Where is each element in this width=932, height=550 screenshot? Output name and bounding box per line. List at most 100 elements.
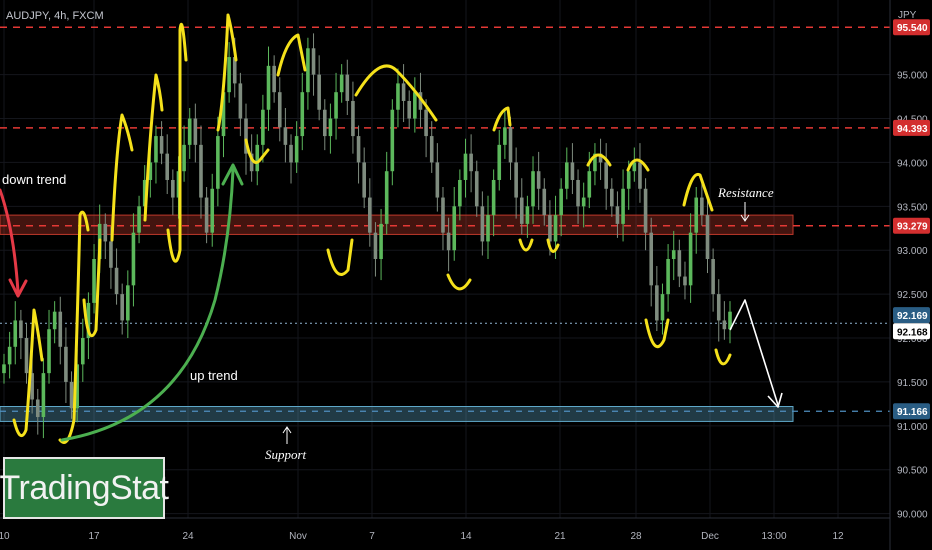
- highlight-stroke: [143, 73, 164, 222]
- highlight-stroke: [446, 273, 472, 291]
- price-tag-label: 94.393: [897, 124, 928, 135]
- candle-body: [232, 57, 237, 84]
- price-tick-label: 93.000: [897, 246, 928, 257]
- price-tag-label: 93.279: [897, 222, 928, 233]
- time-tick-label: 21: [554, 531, 566, 542]
- price-tags: 95.540 94.393 93.279 92.169 92.168 91.166: [893, 19, 930, 420]
- candle-body: [548, 215, 552, 242]
- highlight-stroke: [82, 238, 102, 338]
- candle-body: [345, 74, 350, 101]
- down-trend-arrow: [0, 188, 20, 294]
- time-tick-label: 7: [369, 531, 375, 542]
- candle-body: [356, 136, 361, 163]
- candle-body: [171, 179, 175, 198]
- price-tick-label: 92.500: [897, 290, 928, 301]
- candle-body: [711, 259, 715, 295]
- candle-body: [24, 338, 29, 374]
- candle-body: [683, 276, 687, 286]
- time-tick-label: Dec: [701, 531, 719, 542]
- candle-body: [519, 197, 524, 224]
- candle-body: [610, 188, 614, 207]
- candle-body: [289, 144, 293, 163]
- projection-arrow: [729, 299, 779, 406]
- candle-body: [728, 311, 732, 330]
- highlight-stroke: [354, 64, 438, 122]
- candles: [2, 33, 732, 439]
- candle-body: [266, 65, 271, 110]
- annotation-down-trend: down trend: [2, 172, 66, 187]
- price-tag-label: 95.540: [897, 23, 928, 34]
- time-tick-label: 12: [832, 531, 844, 542]
- candle-body: [407, 100, 412, 119]
- price-tick-label: 91.500: [897, 378, 928, 389]
- candle-body: [2, 364, 6, 374]
- candle-body: [418, 92, 423, 110]
- candle-body: [176, 171, 181, 198]
- candle-body: [204, 197, 209, 233]
- candle-body: [75, 364, 79, 409]
- price-tick-label: 90.500: [897, 466, 928, 477]
- annotation-support: Support: [265, 447, 307, 462]
- currency-label: JPY: [898, 10, 917, 21]
- candle-body: [688, 232, 693, 286]
- logo-text: TradingStat: [0, 468, 169, 507]
- candle-body: [255, 144, 260, 172]
- candle-body: [306, 48, 310, 93]
- highlight-stroke: [12, 308, 44, 438]
- price-tick-label: 95.000: [897, 71, 928, 82]
- candle-body: [80, 338, 85, 365]
- level-lines: [0, 26, 890, 412]
- candle-body: [458, 179, 462, 207]
- price-tag-label: 91.166: [897, 407, 928, 418]
- candle-body: [216, 136, 220, 189]
- annotations: down trend up trend Resistance Support: [2, 172, 774, 462]
- annotation-resistance: Resistance: [717, 185, 774, 200]
- candle-body: [429, 136, 434, 163]
- candle-body: [621, 188, 625, 224]
- candle-body: [165, 153, 170, 180]
- candle-body: [379, 223, 383, 259]
- candle-body: [474, 171, 479, 207]
- up-trend-arrow: [60, 168, 235, 442]
- time-tick-label: 28: [630, 531, 642, 542]
- candle-body: [334, 92, 338, 119]
- candle-body: [593, 153, 597, 172]
- time-tick-label: 17: [88, 531, 100, 542]
- candle-body: [497, 144, 502, 180]
- candle-body: [441, 197, 445, 233]
- candle-body: [69, 381, 74, 409]
- candle-body: [390, 109, 395, 172]
- candle-body: [480, 206, 485, 242]
- candle-body: [142, 179, 147, 207]
- candle-body: [716, 294, 721, 321]
- candle-body: [638, 162, 642, 189]
- candle-body: [598, 153, 603, 163]
- time-axis: 10 17 24 Nov 7 14 21 28 Dec 13:00 12: [0, 517, 890, 542]
- drawings: [0, 13, 783, 444]
- candle-body: [700, 197, 704, 216]
- candle-body: [300, 92, 305, 137]
- highlight-stroke: [586, 153, 612, 167]
- candle-body: [525, 206, 530, 224]
- candle-body: [413, 92, 417, 119]
- candle-body: [671, 250, 676, 259]
- candle-body: [469, 153, 473, 172]
- candle-body: [452, 206, 457, 251]
- candle-body: [311, 48, 316, 75]
- candle-body: [159, 136, 164, 154]
- candle-body: [722, 320, 727, 330]
- price-tick-label: 92.000: [897, 334, 928, 345]
- candle-body: [536, 171, 541, 189]
- price-tag: [893, 217, 930, 234]
- candle-body: [7, 346, 12, 365]
- candle-body: [463, 153, 468, 180]
- candle-body: [154, 136, 158, 163]
- logo: TradingStat: [0, 457, 169, 519]
- candle-body: [531, 171, 535, 207]
- zones: [0, 214, 794, 422]
- zone-support: [0, 405, 794, 422]
- candle-body: [553, 215, 558, 242]
- candle-body: [47, 329, 51, 374]
- candle-body: [322, 109, 327, 137]
